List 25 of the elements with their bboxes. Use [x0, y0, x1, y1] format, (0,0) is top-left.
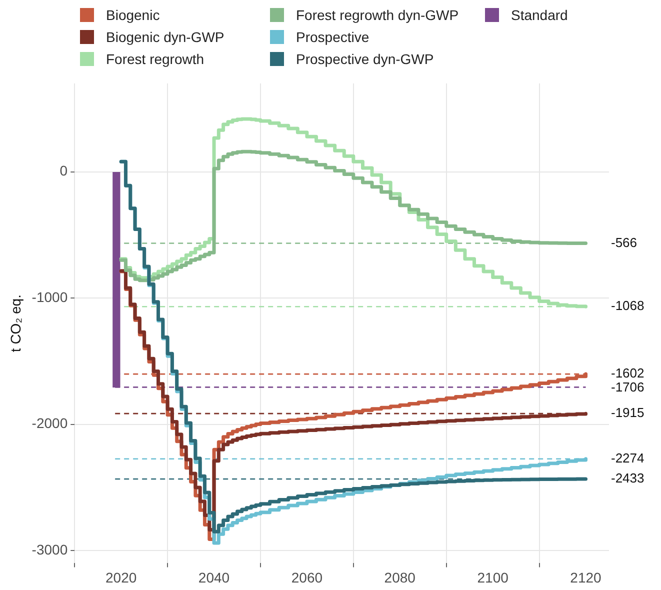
y-axis-title: t CO₂ eq.	[7, 294, 24, 352]
x-tick-label: 2020	[106, 569, 137, 586]
ref-line-label: -1706	[611, 380, 644, 395]
y-tick-label: -2000	[32, 415, 68, 432]
legend-label: Forest regrowth	[106, 51, 204, 67]
ref-line-label: -2433	[611, 470, 644, 486]
ref-line-label: -1068	[611, 298, 644, 314]
ref-line-label: -1602	[611, 366, 644, 381]
legend-label: Biogenic dyn-GWP	[106, 29, 224, 45]
legend-label: Forest regrowth dyn-GWP	[296, 7, 459, 23]
y-tick-label: -3000	[32, 541, 68, 558]
x-tick-label: 2120	[570, 569, 602, 586]
legend-label: Standard	[511, 7, 568, 23]
y-tick-label: -1000	[32, 288, 68, 305]
legend-label: Prospective	[296, 29, 370, 45]
x-tick-label: 2040	[198, 569, 230, 586]
x-tick-label: 2100	[477, 569, 509, 586]
y-tick-label: 0	[60, 162, 68, 179]
ref-line-label: -566	[611, 234, 638, 250]
ref-line-label: -1915	[611, 405, 644, 420]
x-tick-label: 2060	[291, 569, 323, 586]
ref-line-label: -2274	[611, 450, 644, 466]
x-tick-label: 2080	[384, 569, 416, 586]
legend-label: Biogenic	[106, 7, 160, 23]
legend-label: Prospective dyn-GWP	[296, 51, 434, 67]
